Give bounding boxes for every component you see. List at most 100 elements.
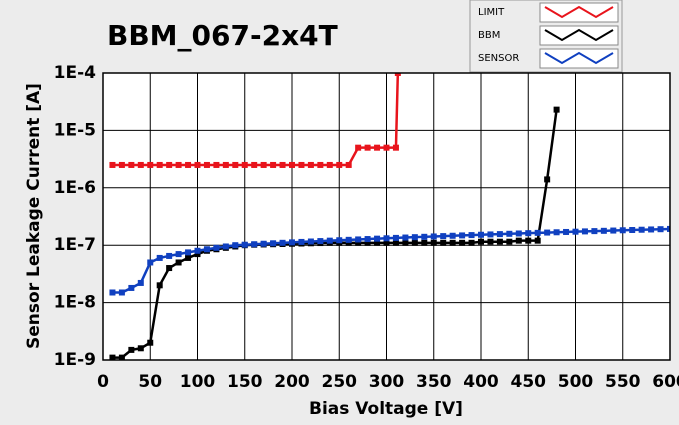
- data-point: [270, 240, 277, 247]
- legend-swatch-box: [539, 25, 619, 46]
- data-point: [402, 234, 409, 241]
- x-tick-label: 50: [138, 372, 162, 392]
- data-point: [336, 161, 343, 168]
- data-point: [137, 279, 144, 286]
- data-point: [383, 144, 390, 151]
- x-tick-label: 250: [322, 372, 358, 392]
- data-point: [232, 242, 239, 249]
- data-point: [430, 233, 437, 240]
- data-point: [515, 237, 522, 244]
- y-axis-label: Sensor Leakage Current [A]: [24, 83, 44, 349]
- data-point: [411, 234, 418, 241]
- data-point: [147, 259, 154, 266]
- data-point: [118, 289, 125, 296]
- data-point: [648, 226, 655, 233]
- data-point: [487, 231, 494, 238]
- data-point: [251, 241, 258, 248]
- data-point: [506, 230, 513, 237]
- data-point: [581, 228, 588, 235]
- data-point: [175, 259, 182, 266]
- data-point: [251, 161, 258, 168]
- data-point: [355, 236, 362, 243]
- y-tick-label: 1E-9: [54, 350, 96, 370]
- data-point: [185, 161, 192, 168]
- x-tick-label: 150: [227, 372, 263, 392]
- data-point: [166, 252, 173, 259]
- data-point: [563, 228, 570, 235]
- plot-border: [102, 72, 671, 361]
- data-point: [326, 161, 333, 168]
- data-point: [619, 227, 626, 234]
- data-point: [421, 233, 428, 240]
- data-point: [128, 161, 135, 168]
- data-point: [279, 239, 286, 246]
- data-point: [128, 284, 135, 291]
- data-point: [364, 239, 371, 246]
- data-point: [440, 233, 447, 240]
- data-point: [478, 238, 484, 245]
- y-tick-label: 1E-4: [54, 63, 96, 83]
- y-tick-label: 1E-8: [54, 293, 96, 313]
- data-point: [355, 239, 362, 246]
- data-point: [496, 231, 503, 238]
- data-point: [222, 161, 229, 168]
- data-point: [374, 144, 381, 151]
- data-point: [383, 235, 390, 242]
- data-point: [118, 161, 125, 168]
- data-point: [307, 238, 314, 245]
- chart-title: BBM_067-2x4T: [107, 19, 338, 52]
- data-point: [374, 235, 381, 242]
- data-point: [459, 239, 466, 246]
- data-point: [525, 230, 532, 237]
- data-point: [118, 354, 125, 360]
- data-point: [496, 238, 503, 245]
- x-tick-label: 100: [180, 372, 216, 392]
- x-tick-label: 550: [605, 372, 641, 392]
- legend-swatch-box: [539, 2, 619, 23]
- data-point: [185, 249, 192, 256]
- y-tick-label: 1E-7: [54, 235, 96, 255]
- data-point: [213, 244, 220, 251]
- data-point: [317, 238, 324, 245]
- data-point: [394, 73, 401, 76]
- data-point: [392, 144, 399, 151]
- x-tick-label: 200: [274, 372, 310, 392]
- data-point: [109, 354, 116, 360]
- data-point: [657, 226, 664, 233]
- data-point: [137, 345, 144, 352]
- y-tick-label: 1E-5: [54, 120, 96, 140]
- data-point: [194, 161, 201, 168]
- data-point: [440, 239, 447, 246]
- data-point: [270, 161, 277, 168]
- data-point: [289, 239, 295, 246]
- data-point: [279, 161, 286, 168]
- data-point: [411, 239, 418, 246]
- data-point: [109, 161, 116, 168]
- data-point: [156, 254, 163, 261]
- x-tick-label: 500: [558, 372, 594, 392]
- data-point: [298, 238, 305, 245]
- data-point: [392, 239, 399, 246]
- data-point: [166, 265, 173, 272]
- data-point: [364, 144, 371, 151]
- data-point: [421, 239, 428, 246]
- data-point: [156, 282, 163, 289]
- data-point: [222, 243, 229, 250]
- legend-swatch: [544, 28, 614, 42]
- x-axis-label: Bias Voltage [V]: [309, 399, 463, 419]
- data-point: [553, 229, 560, 236]
- x-tick-label: 0: [97, 372, 109, 392]
- data-point: [383, 239, 390, 246]
- data-point: [468, 232, 475, 239]
- data-point: [553, 106, 560, 113]
- data-point: [506, 238, 513, 245]
- data-point: [449, 239, 456, 246]
- y-tick-label: 1E-6: [54, 178, 96, 198]
- data-point: [241, 161, 248, 168]
- data-point: [468, 239, 475, 246]
- data-point: [534, 237, 541, 244]
- data-point: [194, 251, 201, 258]
- data-point: [667, 225, 670, 232]
- data-point: [525, 237, 532, 244]
